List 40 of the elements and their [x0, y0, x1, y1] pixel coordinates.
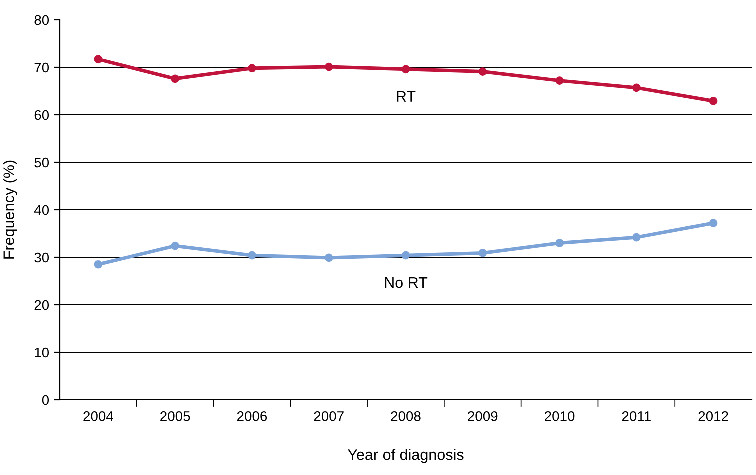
point: [171, 74, 180, 84]
y-tick-label: 20: [34, 300, 50, 310]
y-tick-label: 50: [34, 158, 50, 168]
x-tick-label: 2009: [468, 411, 498, 422]
series-label: No RT: [385, 278, 428, 288]
point: [709, 219, 718, 228]
point: [248, 251, 256, 260]
series-label: RT: [397, 91, 416, 102]
y-axis-title: Frequency (%): [3, 160, 18, 259]
y-tick-label: 10: [35, 348, 50, 358]
y-tick-label: 60: [34, 110, 50, 120]
point: [556, 76, 564, 85]
x-tick-label: 2005: [160, 411, 190, 422]
point: [94, 260, 103, 269]
point: [402, 65, 410, 74]
point: [632, 233, 641, 242]
x-tick-label: 2012: [698, 411, 728, 422]
x-tick-label: 2011: [622, 411, 651, 422]
point: [171, 242, 180, 250]
x-tick-label: 2008: [391, 411, 421, 422]
point: [556, 239, 564, 248]
point: [94, 55, 103, 64]
point: [248, 64, 256, 73]
y-tick-label: 30: [34, 252, 50, 263]
y-tick-label: 80: [34, 15, 50, 26]
x-tick-label: 2007: [314, 411, 344, 422]
y-tick-label: 40: [34, 205, 50, 216]
x-tick-label: 2010: [545, 411, 575, 422]
y-tick-label: 0: [42, 395, 50, 406]
point: [709, 97, 718, 106]
point: [324, 254, 334, 262]
x-axis-title: Year of diagnosis: [348, 449, 464, 464]
x-tick-label: 2004: [84, 411, 114, 422]
y-tick-label: 70: [34, 62, 50, 73]
point: [478, 68, 488, 76]
point: [478, 249, 488, 258]
point: [324, 62, 334, 72]
point: [632, 84, 641, 92]
x-tick-label: 2006: [237, 411, 268, 422]
point: [402, 251, 410, 260]
